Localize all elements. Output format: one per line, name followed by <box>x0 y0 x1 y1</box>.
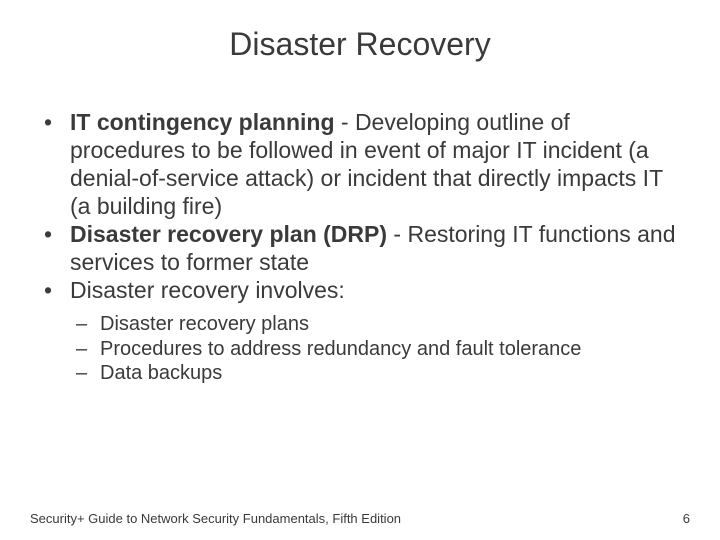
bullet-item: •Disaster recovery plan (DRP) - Restorin… <box>44 220 676 276</box>
sub-bullet-marker-icon: – <box>76 337 87 361</box>
page-number: 6 <box>683 511 690 526</box>
bullet-item: •IT contingency planning - Developing ou… <box>44 108 676 220</box>
sub-bullet-text: Disaster recovery plans <box>100 313 309 335</box>
bullet-bold-prefix: IT contingency planning <box>70 109 335 135</box>
bullet-marker-icon: • <box>44 276 52 304</box>
sub-bullet-text: Procedures to address redundancy and fau… <box>100 338 581 360</box>
sub-bullet-item: –Disaster recovery plans <box>76 312 676 336</box>
sub-bullet-marker-icon: – <box>76 361 87 385</box>
sub-bullet-item: –Data backups <box>76 361 676 385</box>
slide: Disaster Recovery • IT contingency planni… <box>0 0 720 540</box>
footer-source: Security+ Guide to Network Security Fund… <box>30 511 401 526</box>
slide-title: Disaster Recovery <box>0 0 720 63</box>
bullet-bold-prefix: Disaster recovery plan (DRP) <box>70 221 387 247</box>
bullet-item: • Disaster recovery involves: <box>44 276 676 304</box>
sub-bullet-list: –Disaster recovery plans–Procedures to a… <box>76 312 676 385</box>
sub-bullet-marker-icon: – <box>76 312 87 336</box>
bullet-marker-icon: • <box>44 220 52 248</box>
bullet-list: •IT contingency planning - Developing ou… <box>44 108 676 304</box>
bullet-text: Disaster recovery involves: <box>70 277 345 303</box>
sub-bullet-text: Data backups <box>100 362 222 384</box>
sub-bullet-item: –Procedures to address redundancy and fa… <box>76 337 676 361</box>
bullet-marker-icon: • <box>44 108 52 136</box>
slide-footer: Security+ Guide to Network Security Fund… <box>0 511 720 526</box>
